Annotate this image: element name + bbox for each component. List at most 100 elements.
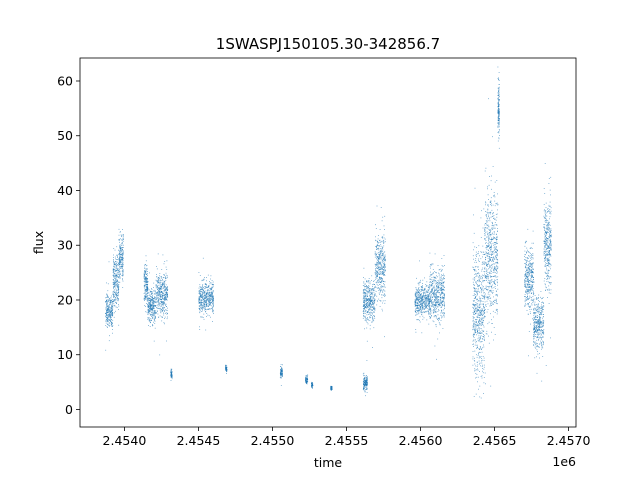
- data-point: [493, 268, 495, 269]
- data-point: [477, 346, 478, 348]
- data-point: [365, 300, 367, 302]
- data-point: [381, 240, 383, 242]
- data-point: [109, 316, 111, 318]
- data-point: [207, 306, 209, 307]
- data-point: [421, 313, 423, 315]
- data-point: [121, 270, 123, 272]
- data-point: [164, 290, 166, 292]
- data-point: [144, 270, 145, 271]
- data-point: [441, 265, 443, 266]
- data-point: [165, 272, 167, 274]
- data-point: [428, 299, 430, 301]
- data-point: [474, 350, 476, 352]
- data-point: [111, 323, 113, 325]
- data-point: [491, 205, 492, 207]
- data-point: [479, 341, 481, 343]
- data-point: [144, 271, 145, 273]
- data-point: [119, 275, 120, 276]
- data-point: [415, 308, 417, 310]
- data-point: [151, 299, 153, 301]
- data-point: [113, 283, 115, 285]
- data-point: [482, 274, 483, 276]
- data-point: [147, 303, 149, 305]
- data-point: [373, 298, 375, 300]
- data-point: [365, 379, 367, 381]
- data-point: [493, 217, 495, 219]
- data-point: [480, 297, 482, 299]
- data-point: [108, 313, 109, 315]
- data-point: [431, 263, 433, 265]
- data-point: [116, 259, 117, 260]
- data-point: [383, 266, 385, 268]
- data-point: [426, 297, 427, 298]
- data-point: [204, 309, 206, 311]
- data-point: [157, 302, 159, 303]
- data-point: [117, 293, 119, 294]
- data-point: [438, 279, 440, 281]
- data-point: [112, 325, 114, 326]
- data-point: [107, 297, 109, 298]
- data-point: [372, 295, 374, 297]
- data-point: [382, 271, 384, 273]
- data-point: [474, 368, 476, 370]
- data-point: [206, 293, 208, 294]
- data-point: [154, 316, 156, 318]
- data-point: [112, 302, 114, 304]
- data-point: [418, 292, 419, 293]
- data-point: [492, 232, 494, 234]
- data-point: [377, 275, 378, 277]
- data-point: [112, 291, 114, 292]
- scatter-points: [105, 66, 552, 399]
- data-point: [157, 278, 159, 279]
- data-point: [366, 288, 367, 290]
- data-point: [205, 294, 207, 295]
- data-point: [416, 299, 417, 301]
- data-point: [111, 310, 113, 312]
- data-point: [479, 338, 481, 340]
- data-point: [481, 262, 483, 264]
- data-point: [483, 286, 484, 288]
- data-point: [481, 310, 483, 312]
- data-point: [150, 306, 152, 308]
- data-point: [115, 261, 117, 262]
- data-point: [117, 254, 118, 256]
- data-point: [167, 307, 168, 309]
- data-point: [107, 301, 109, 303]
- data-point: [109, 300, 111, 301]
- data-point: [436, 294, 438, 296]
- data-point: [363, 309, 364, 311]
- data-point: [364, 289, 366, 291]
- data-point: [106, 303, 108, 305]
- data-point: [108, 316, 110, 318]
- data-point: [496, 270, 497, 271]
- data-point: [440, 282, 441, 283]
- data-point: [205, 286, 207, 287]
- data-point: [479, 274, 480, 276]
- data-point: [475, 296, 476, 297]
- data-point: [117, 299, 119, 301]
- data-point: [479, 331, 481, 333]
- data-point: [162, 295, 164, 297]
- data-point: [378, 271, 380, 273]
- data-point: [475, 295, 477, 297]
- data-point: [166, 287, 168, 289]
- data-point: [377, 267, 379, 268]
- data-point: [121, 254, 123, 256]
- data-point: [482, 309, 483, 311]
- data-point: [366, 296, 368, 297]
- data-point: [423, 289, 424, 291]
- data-point: [416, 297, 418, 299]
- data-point: [152, 313, 154, 315]
- data-point: [166, 313, 168, 315]
- data-point: [367, 305, 369, 307]
- data-point: [153, 298, 155, 300]
- data-point: [113, 279, 114, 280]
- data-point: [154, 320, 156, 322]
- data-point: [144, 278, 145, 280]
- data-point: [159, 281, 161, 283]
- data-point: [479, 329, 480, 331]
- data-point: [376, 244, 378, 246]
- data-point: [425, 295, 427, 296]
- data-point: [427, 310, 429, 312]
- data-point: [441, 258, 443, 259]
